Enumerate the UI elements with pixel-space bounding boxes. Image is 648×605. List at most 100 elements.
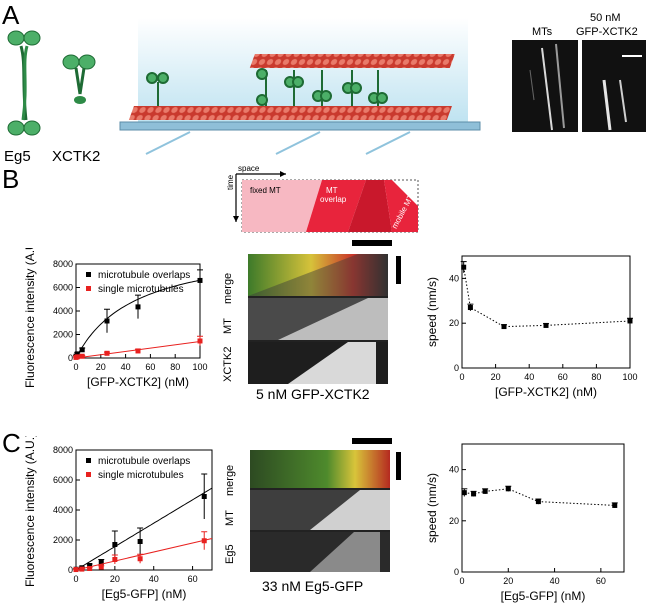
fixed-mt-label: fixed MT bbox=[250, 186, 281, 195]
data-point bbox=[74, 351, 80, 357]
data-point bbox=[79, 566, 85, 572]
x-tick-label: 60 bbox=[145, 362, 155, 372]
speed-connector-line bbox=[463, 267, 631, 328]
data-point bbox=[467, 305, 473, 311]
x-tick-label: 60 bbox=[188, 574, 198, 584]
data-point bbox=[79, 347, 85, 353]
y-tick-label: 0 bbox=[68, 565, 73, 575]
eg5-label: Eg5 bbox=[4, 148, 31, 165]
x-tick-label: 20 bbox=[110, 574, 120, 584]
x-tick-label: 20 bbox=[491, 372, 501, 382]
x-tick-label: 20 bbox=[96, 362, 106, 372]
data-point bbox=[197, 338, 203, 344]
x-tick-label: 0 bbox=[73, 574, 78, 584]
y-tick-label: 8000 bbox=[53, 259, 73, 269]
data-point bbox=[73, 567, 79, 573]
scale-bar-horizontal-c bbox=[352, 438, 392, 444]
data-point bbox=[461, 264, 467, 270]
x-tick-label: 100 bbox=[192, 362, 207, 372]
y-axis-label: Fluorescence intensity (A.U.) bbox=[23, 248, 37, 388]
kymograph-b bbox=[248, 254, 388, 384]
data-point bbox=[197, 277, 203, 283]
fit-line-overlaps bbox=[75, 280, 199, 359]
plot-frame bbox=[461, 255, 631, 369]
xctk2-motor-illustration bbox=[62, 54, 96, 104]
fluorescence-chart-c: 0 20 40 60 0 2000 4000 6000 8000 [Eg5-GFP] (nM) Fl… bbox=[23, 436, 213, 601]
data-point bbox=[482, 488, 488, 494]
x-tick-label: 0 bbox=[73, 362, 78, 372]
x-tick-label: 100 bbox=[622, 372, 637, 382]
data-point bbox=[98, 564, 104, 570]
data-point bbox=[112, 542, 118, 547]
kymo-label-merge-c: merge bbox=[224, 464, 236, 496]
data-point bbox=[535, 499, 541, 505]
data-point bbox=[135, 304, 141, 310]
data-point bbox=[104, 318, 110, 324]
y-tick-label: 8000 bbox=[53, 445, 73, 455]
data-point bbox=[98, 560, 104, 565]
data-point bbox=[79, 353, 85, 359]
data-point bbox=[543, 322, 549, 328]
eg5-motor-illustration bbox=[7, 30, 41, 136]
x-axis-label: [GFP-XCTK2] (nM) bbox=[495, 385, 597, 399]
y-tick-label: 0 bbox=[454, 567, 459, 577]
y-tick-label: 40 bbox=[449, 465, 459, 475]
data-point bbox=[137, 556, 143, 562]
y-tick-label: 40 bbox=[449, 273, 459, 283]
y-axis-label: Fluorescence intensity (A.U.) bbox=[23, 436, 37, 587]
y-axis-label: speed (nm/s) bbox=[425, 473, 439, 543]
y-tick-label: 4000 bbox=[53, 306, 73, 316]
mt-overlap-label-2: overlap bbox=[320, 195, 347, 204]
y-tick-label: 20 bbox=[449, 516, 459, 526]
x-tick-label: 0 bbox=[459, 576, 464, 586]
space-label: space bbox=[238, 164, 260, 173]
y-tick-label: 2000 bbox=[53, 330, 73, 340]
x-tick-label: 60 bbox=[558, 372, 568, 382]
data-point bbox=[471, 491, 477, 497]
y-tick-label: 20 bbox=[449, 318, 459, 328]
mt-image-label: MTs bbox=[532, 26, 553, 38]
gfp-conc-label: 50 nM bbox=[590, 12, 621, 24]
x-tick-label: 40 bbox=[149, 574, 159, 584]
y-tick-label: 2000 bbox=[53, 535, 73, 545]
fluorescence-chart-b: 0 20 40 60 80 100 0 2000 4000 6000 8000 [GFP-XCTK2]… bbox=[23, 248, 208, 389]
mt-overlap-label-1: MT bbox=[326, 186, 338, 195]
y-tick-label: 6000 bbox=[53, 475, 73, 485]
speed-chart-c: 0 20 40 60 0 20 40 [Eg5-GFP] (nM) speed (nm/s) bbox=[425, 443, 625, 603]
x-tick-label: 20 bbox=[503, 576, 513, 586]
data-point bbox=[74, 354, 80, 360]
kymo-label-eg5-c: Eg5 bbox=[224, 544, 236, 564]
legend-marker bbox=[86, 286, 91, 291]
panel-letter-c: C bbox=[2, 428, 21, 458]
legend-label: microtubule overlaps bbox=[98, 456, 190, 467]
x-tick-label: 40 bbox=[550, 576, 560, 586]
x-tick-label: 80 bbox=[591, 372, 601, 382]
data-point bbox=[505, 486, 511, 492]
fit-line-overlaps bbox=[75, 487, 213, 571]
kymo-label-mt-b: MT bbox=[222, 318, 234, 334]
x-tick-label: 40 bbox=[121, 362, 131, 372]
x-axis-label: [GFP-XCTK2] (nM) bbox=[87, 375, 189, 389]
y-tick-label: 0 bbox=[68, 353, 73, 363]
kymo-caption-c: 33 nM Eg5-GFP bbox=[262, 578, 364, 594]
x-tick-label: 60 bbox=[596, 576, 606, 586]
y-axis-label: speed (nm/s) bbox=[425, 277, 439, 347]
data-point bbox=[87, 563, 93, 568]
sliding-assay-schematic bbox=[119, 18, 481, 155]
data-point bbox=[461, 490, 467, 496]
kymo-label-xctk2-b: XCTK2 bbox=[222, 346, 234, 382]
data-point bbox=[201, 494, 207, 499]
scale-bar-vertical-c bbox=[396, 452, 401, 480]
x-axis-label: [Eg5-GFP] (nM) bbox=[102, 587, 187, 601]
y-tick-label: 6000 bbox=[53, 283, 73, 293]
legend-label: microtubule overlaps bbox=[98, 270, 190, 281]
data-point bbox=[137, 539, 143, 544]
x-axis-label: [Eg5-GFP] (nM) bbox=[501, 589, 586, 603]
data-point bbox=[501, 324, 507, 330]
y-tick-label: 0 bbox=[454, 363, 459, 373]
legend-marker bbox=[86, 272, 91, 277]
data-point bbox=[612, 502, 618, 508]
plot-frame bbox=[75, 449, 213, 571]
data-point bbox=[112, 557, 118, 562]
xctk2-label: XCTK2 bbox=[52, 148, 101, 165]
